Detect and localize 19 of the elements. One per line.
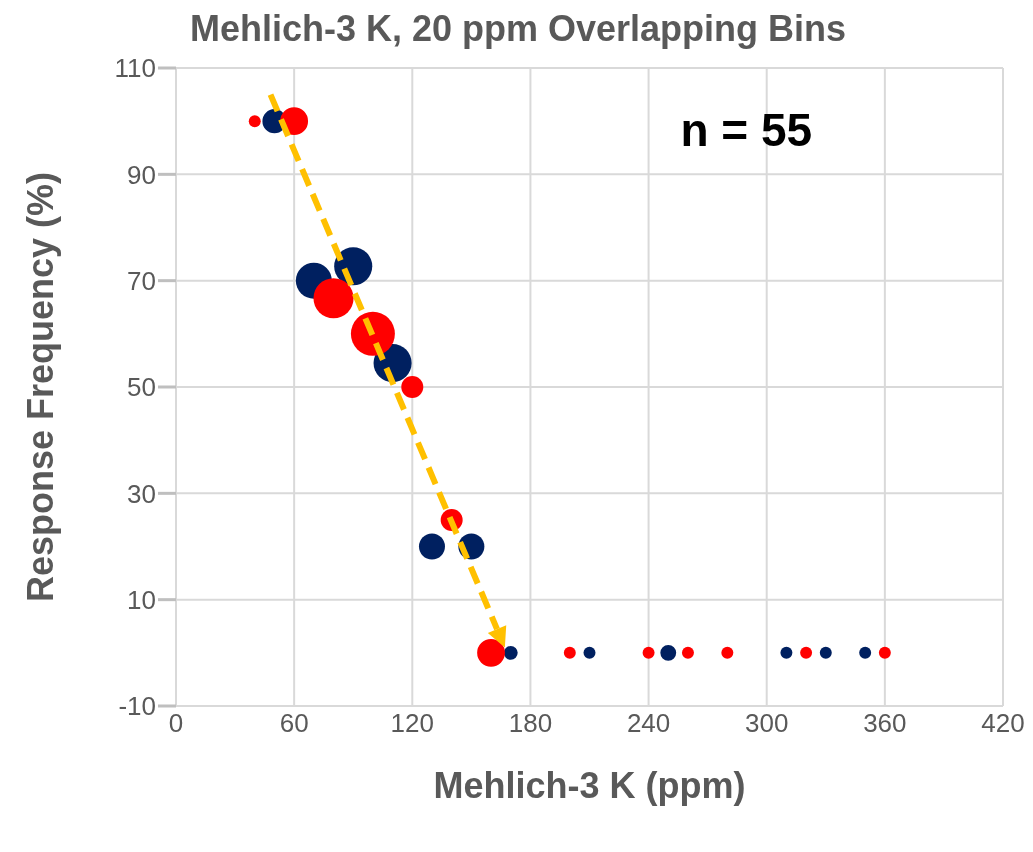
- annotation: n = 55: [680, 103, 813, 157]
- y-tick-label: 10: [127, 584, 156, 615]
- x-axis-title: Mehlich-3 K (ppm): [433, 765, 746, 806]
- chart-title: Mehlich-3 K, 20 ppm Overlapping Bins: [188, 8, 848, 50]
- y-tick-label: 110: [114, 53, 156, 84]
- y-axis-title: Response Frequency (%): [19, 171, 61, 603]
- y-tick-label: 50: [127, 372, 156, 403]
- x-tick-label: 0: [168, 708, 184, 739]
- x-tick-label: 420: [981, 708, 1025, 739]
- x-tick-label: 120: [390, 708, 434, 739]
- x-tick-label: 180: [508, 708, 553, 739]
- x-tick-label: 240: [626, 708, 671, 739]
- x-tick-label: 60: [279, 708, 309, 739]
- y-tick-label: 90: [127, 159, 156, 190]
- x-tick-label: 360: [863, 708, 907, 739]
- x-tick-label: 300: [745, 708, 789, 739]
- y-tick-label: 30: [127, 478, 156, 509]
- y-tick-label: -10: [118, 691, 156, 722]
- y-tick-label: 70: [127, 265, 156, 296]
